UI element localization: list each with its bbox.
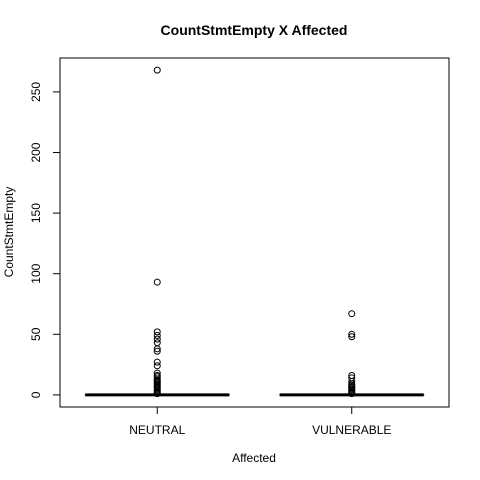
outlier-point: [348, 310, 356, 318]
outlier-point: [153, 278, 161, 286]
outlier-point: [153, 332, 161, 340]
outlier-point: [348, 333, 356, 341]
outlier-point: [348, 390, 356, 398]
y-tick-label: 50: [29, 327, 43, 341]
y-tick-label: 0: [29, 391, 43, 398]
outliers: [153, 66, 356, 398]
outlier-point: [153, 358, 161, 366]
x-axis-label: Affected: [232, 451, 276, 465]
outlier-point: [153, 362, 161, 370]
outlier-point: [153, 347, 161, 355]
outlier-point: [153, 345, 161, 353]
outlier-point: [348, 330, 356, 338]
y-tick-label: 250: [29, 82, 43, 102]
outlier-point: [153, 335, 161, 343]
outlier-point: [153, 66, 161, 74]
y-axis: 0 50 100 150 200 250: [29, 82, 60, 398]
x-axis: NEUTRAL VULNERABLE: [129, 407, 391, 437]
y-axis-label: CountStmtEmpty: [2, 187, 16, 278]
chart-title: CountStmtEmpty X Affected: [161, 22, 348, 38]
x-tick-label: NEUTRAL: [129, 423, 185, 437]
outlier-point: [153, 390, 161, 398]
outlier-point: [153, 328, 161, 336]
outlier-point: [153, 339, 161, 347]
y-tick-label: 200: [29, 142, 43, 162]
y-tick-label: 100: [29, 263, 43, 283]
plot-frame: [59, 57, 450, 408]
y-tick-label: 150: [29, 203, 43, 223]
x-tick-label: VULNERABLE: [312, 423, 391, 437]
